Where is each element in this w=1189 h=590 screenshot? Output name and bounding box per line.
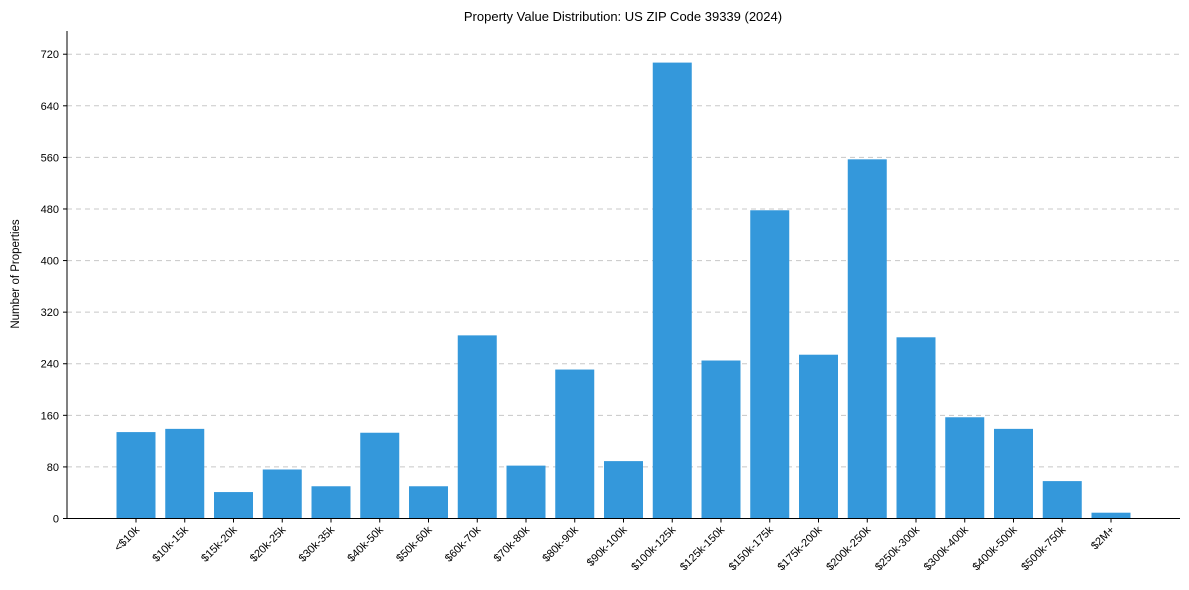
x-tick-label: $300k-400k <box>922 524 971 573</box>
y-axis-label: Number of Properties <box>10 219 22 329</box>
x-tick-label: $30k-35k <box>297 524 338 565</box>
y-tick-label: 160 <box>41 410 59 422</box>
x-tick-label: $500k-750k <box>1019 524 1068 573</box>
x-tick-label: $15k-20k <box>199 524 240 565</box>
y-tick-label: 320 <box>41 307 59 319</box>
y-tick-label: 400 <box>41 256 59 268</box>
bars <box>116 62 1131 519</box>
y-tick-label: 640 <box>41 101 59 113</box>
x-tick-label: <$10k <box>112 524 142 554</box>
y-tick-label: 560 <box>41 152 59 164</box>
bar-3 <box>262 469 302 519</box>
y-tick-label: 240 <box>41 359 59 371</box>
bar-14 <box>799 354 838 519</box>
x-tick-label: $400k-500k <box>970 524 1019 573</box>
x-tick-label: $60k-70k <box>443 524 484 565</box>
bar-10 <box>604 461 643 519</box>
bar-0 <box>116 432 156 519</box>
x-tick-label: $100k-125k <box>629 524 678 573</box>
bar-17 <box>945 417 985 519</box>
bar-19 <box>1042 481 1082 519</box>
x-tick-label: $10k-15k <box>150 524 191 565</box>
x-tick-label: $80k-90k <box>540 524 581 565</box>
bar-11 <box>652 62 692 519</box>
x-tick-label: $150k-175k <box>727 524 776 573</box>
bar-13 <box>750 210 790 519</box>
bar-18 <box>994 428 1033 519</box>
bar-16 <box>896 337 936 519</box>
x-axis-ticks: <$10k $10k-15k $15k-20k $20k-25k $30k-35k $40… <box>112 518 1117 573</box>
bar-12 <box>701 360 741 519</box>
x-tick-label: $20k-25k <box>248 524 289 565</box>
chart-title: Property Value Distribution: US ZIP Code… <box>464 9 782 24</box>
bar-7 <box>457 335 497 519</box>
x-tick-label: $50k-60k <box>394 524 435 565</box>
x-tick-label: $90k-100k <box>585 524 630 569</box>
y-tick-label: 720 <box>41 49 59 61</box>
bar-6 <box>409 486 448 519</box>
x-tick-label: $2M+ <box>1089 524 1117 552</box>
bar-5 <box>360 432 400 519</box>
x-tick-label: $175k-200k <box>775 524 824 573</box>
bar-2 <box>214 492 253 519</box>
x-tick-label: $40k-50k <box>345 524 386 565</box>
bar-4 <box>311 486 351 519</box>
y-tick-label: 80 <box>47 462 59 474</box>
bar-15 <box>847 159 887 519</box>
x-tick-label: $200k-250k <box>824 524 873 573</box>
bar-20 <box>1091 512 1131 519</box>
x-tick-label: $125k-150k <box>678 524 727 573</box>
y-tick-label: 480 <box>41 204 59 216</box>
bar-1 <box>165 428 205 519</box>
gridlines <box>67 53 1180 468</box>
bar-9 <box>555 369 595 519</box>
y-axis-ticks: 0 80 160 240 320 400 480 560 640 720 <box>41 49 67 526</box>
bar-8 <box>506 465 546 519</box>
x-tick-label: $70k-80k <box>492 524 533 565</box>
y-tick-label: 0 <box>53 514 59 526</box>
x-tick-label: $250k-300k <box>873 524 922 573</box>
